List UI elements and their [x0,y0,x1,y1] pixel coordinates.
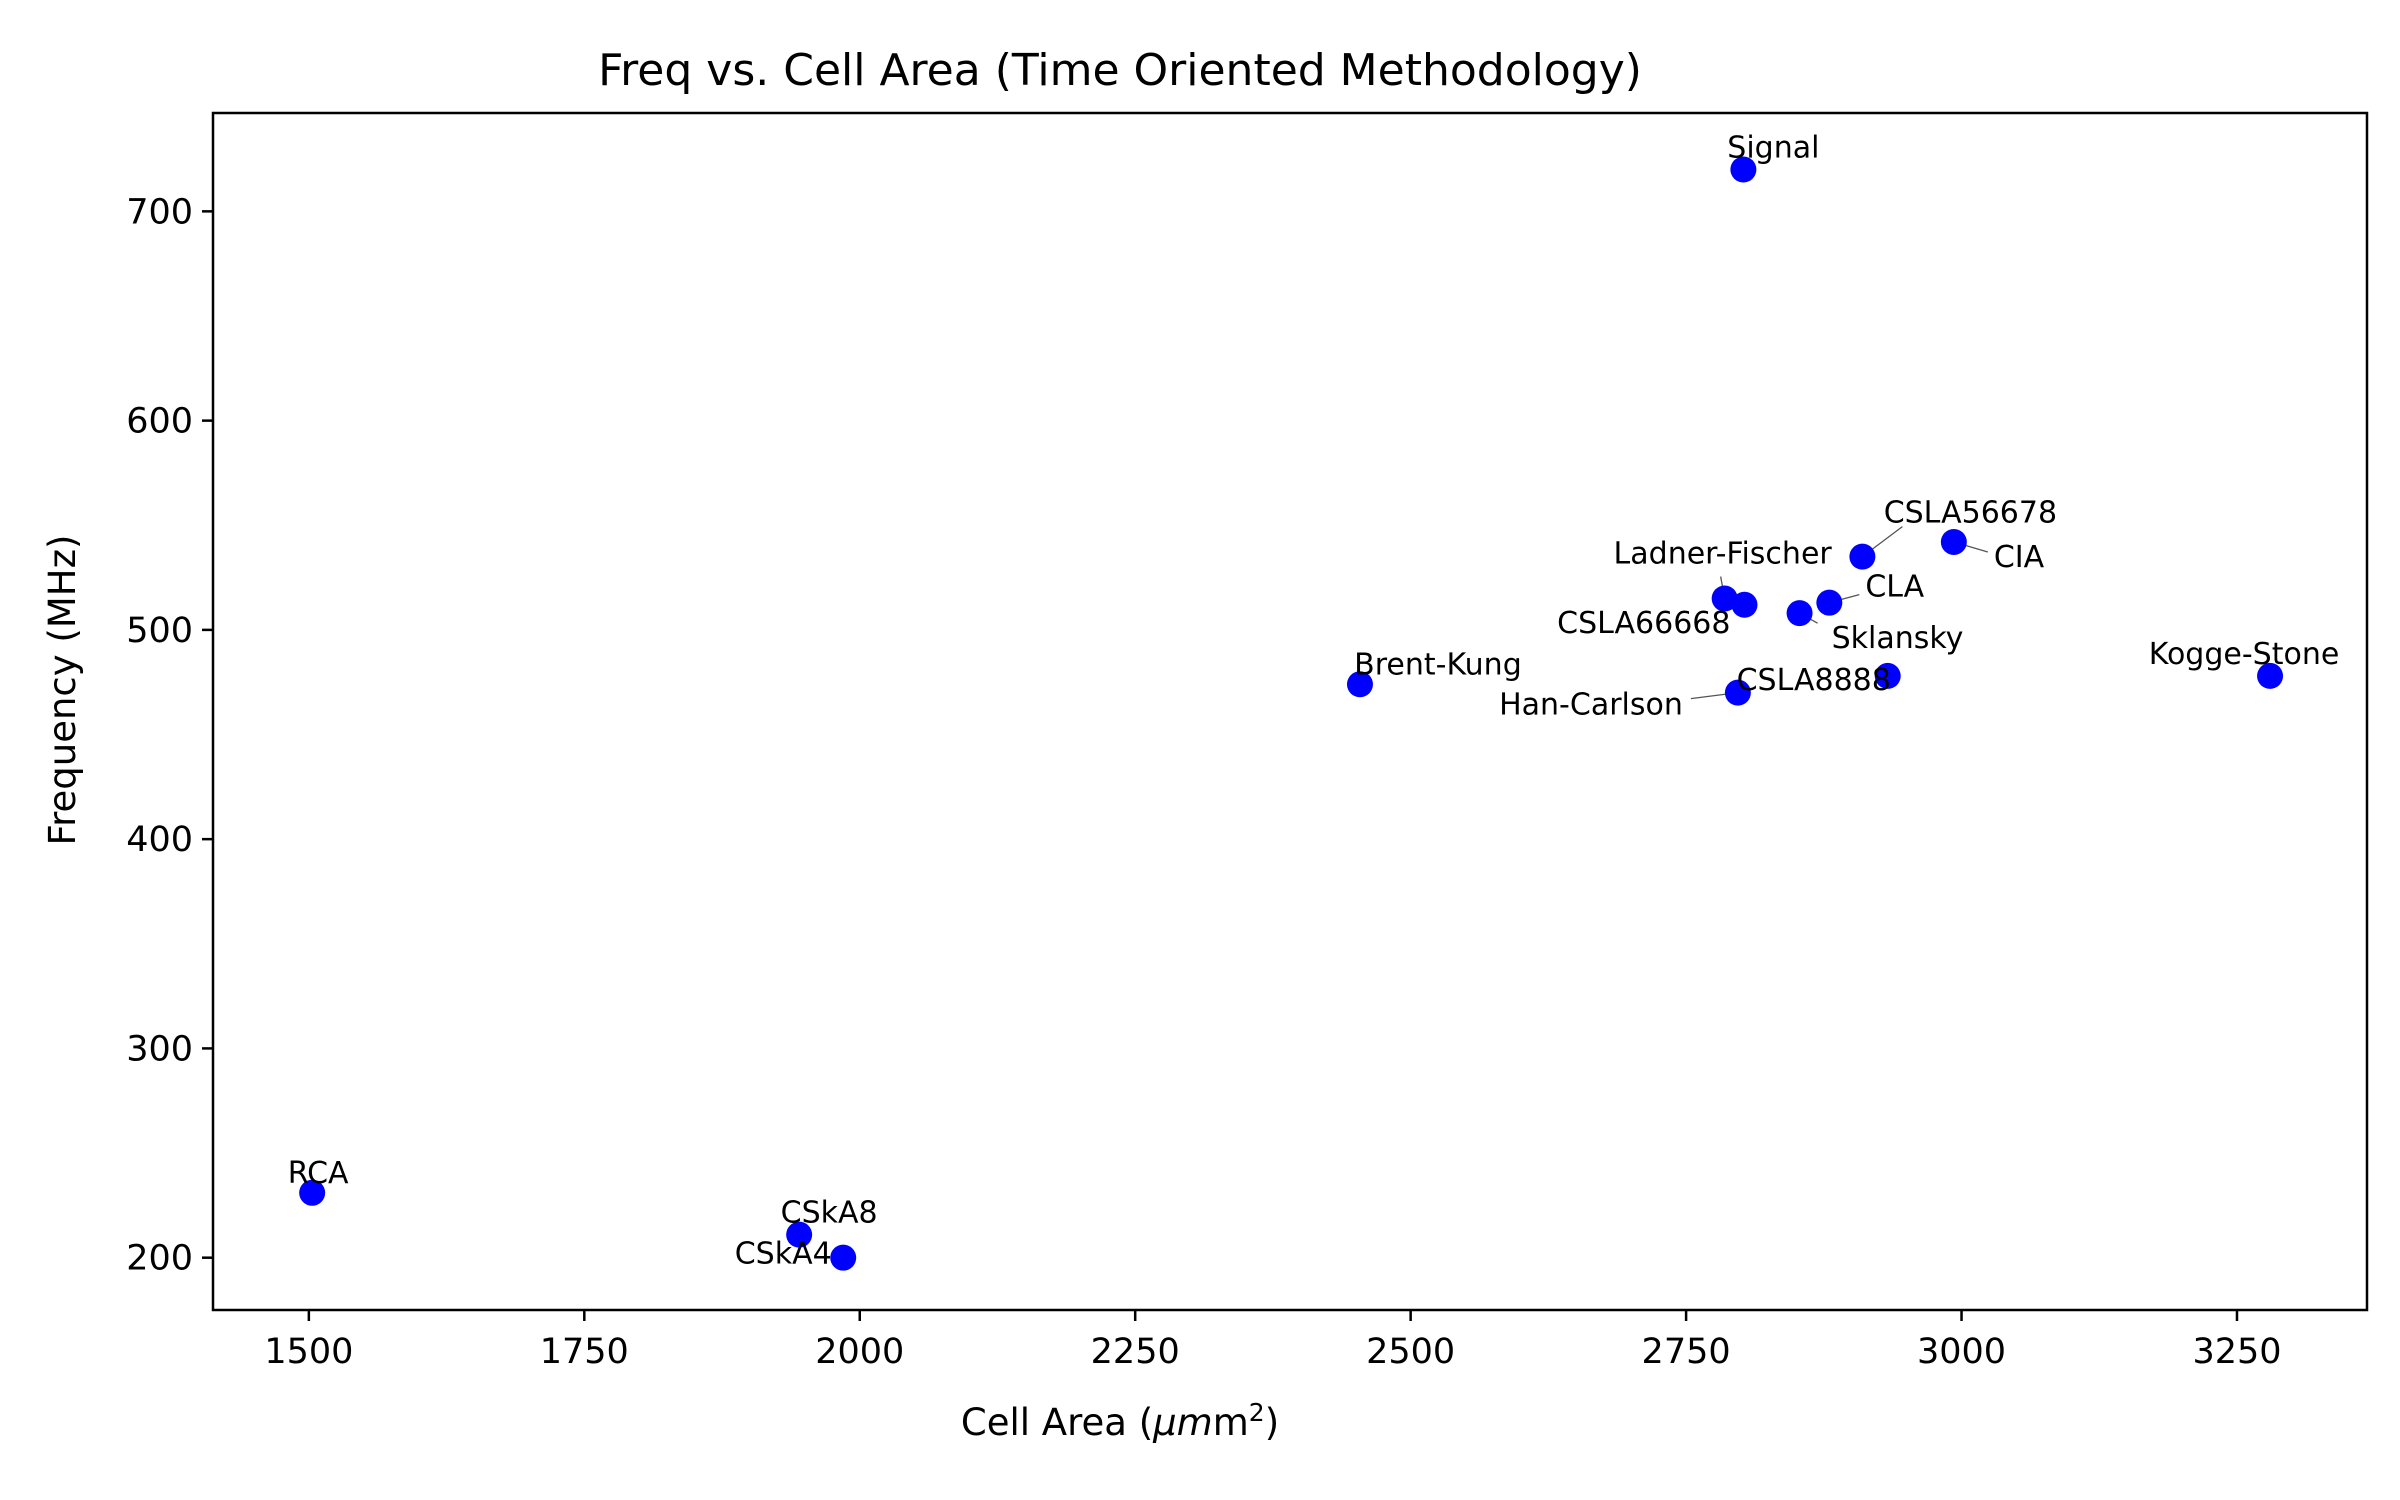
point-label-cia: CIA [1994,540,2045,575]
y-tick-label: 300 [126,1029,193,1069]
point-signal [1730,156,1757,183]
x-tick-label: 2250 [1091,1332,1180,1372]
chart-title: Freq vs. Cell Area (Time Oriented Method… [598,45,1642,96]
point-csla66668 [1731,591,1758,618]
point-brent-kung [1346,671,1373,698]
y-tick-label: 400 [126,820,193,860]
point-cia [1940,528,1967,555]
x-tick-label: 2500 [1366,1332,1455,1372]
y-tick-label: 700 [126,192,193,232]
x-tick-label: 1500 [264,1332,353,1372]
point-cska4 [830,1244,857,1271]
point-label-csla8888: CSLA8888 [1737,663,1891,698]
x-tick-label: 1750 [540,1332,629,1372]
x-axis-label-close: ) [1265,1401,1279,1444]
point-label-csla56678: CSLA56678 [1884,496,2057,531]
point-label-kogge-stone: Kogge-Stone [2149,637,2340,672]
point-csla56678 [1849,543,1876,570]
point-label-han-carlson: Han-Carlson [1499,688,1683,723]
x-tick-label: 2750 [1642,1332,1731,1372]
x-axis-label-superscript: 2 [1249,1398,1265,1427]
y-axis-label: Frequency (MHz) [41,535,84,846]
data-points [299,156,2284,1271]
point-cla [1816,589,1843,616]
x-tick-label: 3000 [1917,1332,2006,1372]
point-label-rca: RCA [288,1156,349,1191]
y-tick-label: 500 [126,611,193,651]
axis-ticks: 1500 1750 2000 2250 2500 2750 3000 3250 200 300 40… [126,192,2281,1372]
point-ladner-fischer [1711,585,1738,612]
point-label-cska8: CSkA8 [781,1196,878,1231]
x-axis-label: Cell Area (μmm2) [961,1398,1279,1444]
y-tick-label: 600 [126,402,193,442]
x-axis-label-text: Cell Area ( [961,1401,1153,1444]
point-rca [299,1179,326,1206]
point-label-cla: CLA [1865,570,1924,605]
point-csla8888 [1874,662,1901,689]
point-kogge-stone [2257,662,2284,689]
point-label-csla66668: CSLA66668 [1557,606,1730,641]
point-label-brent-kung: Brent-Kung [1354,647,1522,682]
y-tick-label: 200 [126,1239,193,1279]
point-label-sklansky: Sklansky [1832,621,1964,656]
x-tick-label: 2000 [815,1332,904,1372]
point-label-signal: Signal [1727,131,1819,166]
plot-frame [211,111,2369,1312]
point-label-cska4: CSkA4 [735,1237,832,1272]
point-han-carlson [1724,679,1751,706]
point-cska8 [786,1221,813,1248]
point-labels: Signal CSLA56678 CIA Ladner-Fischer CSLA6666… [288,131,2340,1272]
x-axis-label-unit: μm [1152,1401,1213,1444]
point-label-ladner-fischer: Ladner-Fischer [1614,536,1833,571]
point-sklansky [1786,600,1813,627]
x-tick-label: 3250 [2192,1332,2281,1372]
